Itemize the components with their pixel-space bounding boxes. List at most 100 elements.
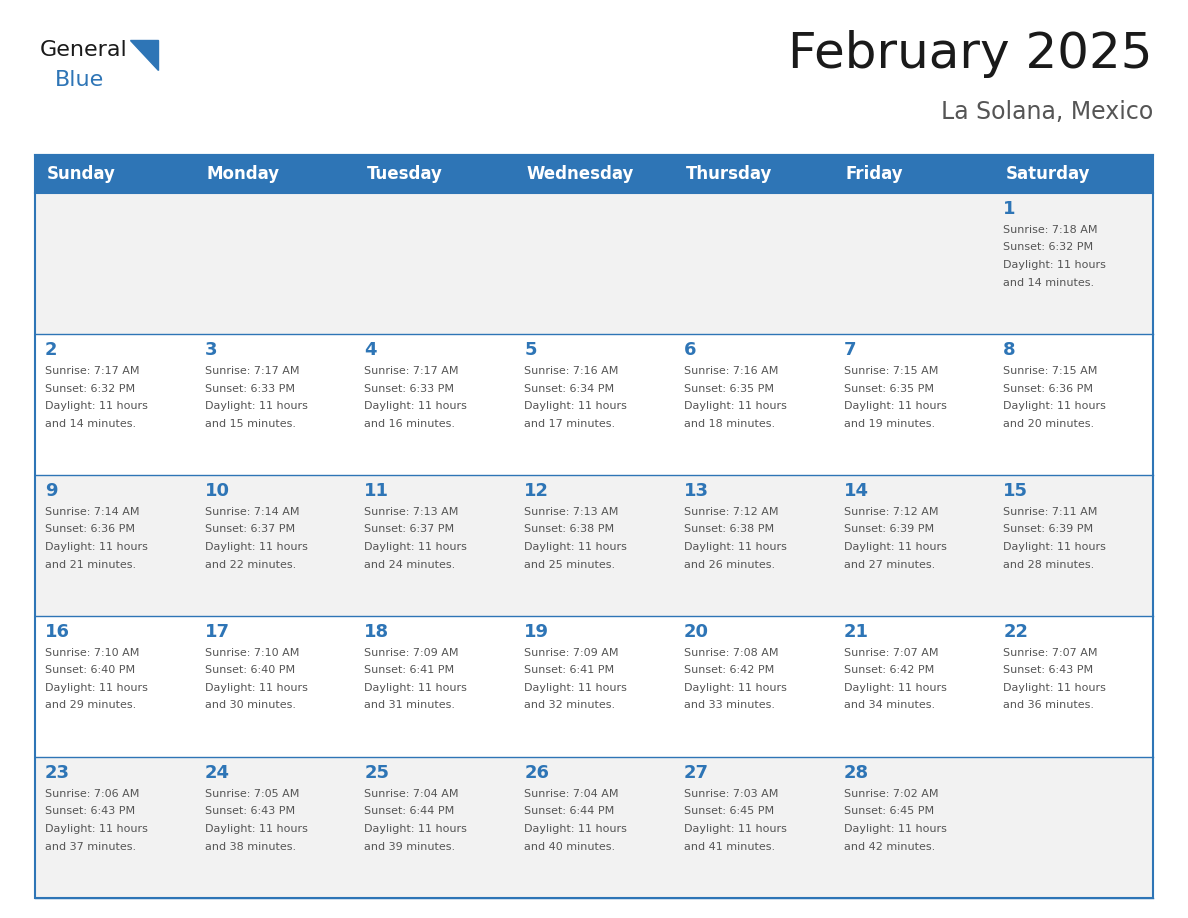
Bar	[34, 155, 1154, 193]
Text: and 29 minutes.: and 29 minutes.	[45, 700, 137, 711]
Text: Sunset: 6:43 PM: Sunset: 6:43 PM	[1004, 666, 1093, 676]
Bar	[993, 757, 1154, 898]
Text: Daylight: 11 hours: Daylight: 11 hours	[524, 401, 627, 411]
Bar	[34, 616, 195, 757]
Bar	[834, 193, 993, 334]
Text: Daylight: 11 hours: Daylight: 11 hours	[524, 824, 627, 834]
Text: 20: 20	[684, 623, 709, 641]
Text: Sunrise: 7:07 AM: Sunrise: 7:07 AM	[843, 648, 939, 658]
Text: Sunrise: 7:17 AM: Sunrise: 7:17 AM	[45, 366, 139, 376]
Text: and 41 minutes.: and 41 minutes.	[684, 842, 775, 852]
Text: Sunset: 6:36 PM: Sunset: 6:36 PM	[45, 524, 135, 534]
Bar	[514, 475, 674, 616]
Text: Daylight: 11 hours: Daylight: 11 hours	[204, 542, 308, 552]
Text: 23: 23	[45, 764, 70, 782]
Text: Sunrise: 7:12 AM: Sunrise: 7:12 AM	[843, 507, 939, 517]
Text: Sunset: 6:35 PM: Sunset: 6:35 PM	[684, 384, 773, 394]
Bar	[195, 475, 354, 616]
Text: Daylight: 11 hours: Daylight: 11 hours	[365, 401, 467, 411]
Bar	[354, 334, 514, 475]
Bar	[993, 193, 1154, 334]
Text: Sunrise: 7:09 AM: Sunrise: 7:09 AM	[365, 648, 459, 658]
Text: Daylight: 11 hours: Daylight: 11 hours	[684, 401, 786, 411]
Bar	[34, 155, 1154, 898]
Text: and 32 minutes.: and 32 minutes.	[524, 700, 615, 711]
Bar	[34, 757, 195, 898]
Text: Sunset: 6:38 PM: Sunset: 6:38 PM	[524, 524, 614, 534]
Text: Sunset: 6:35 PM: Sunset: 6:35 PM	[843, 384, 934, 394]
Bar	[674, 475, 834, 616]
Text: Sunset: 6:44 PM: Sunset: 6:44 PM	[524, 807, 614, 816]
Text: Daylight: 11 hours: Daylight: 11 hours	[684, 542, 786, 552]
Text: Sunset: 6:33 PM: Sunset: 6:33 PM	[365, 384, 455, 394]
Text: Sunset: 6:39 PM: Sunset: 6:39 PM	[843, 524, 934, 534]
Text: and 16 minutes.: and 16 minutes.	[365, 419, 455, 429]
Text: Sunrise: 7:14 AM: Sunrise: 7:14 AM	[204, 507, 299, 517]
Text: and 39 minutes.: and 39 minutes.	[365, 842, 455, 852]
Text: 22: 22	[1004, 623, 1029, 641]
Text: Sunrise: 7:13 AM: Sunrise: 7:13 AM	[524, 507, 619, 517]
Text: 18: 18	[365, 623, 390, 641]
Text: 27: 27	[684, 764, 709, 782]
Text: Sunset: 6:43 PM: Sunset: 6:43 PM	[45, 807, 135, 816]
Text: Daylight: 11 hours: Daylight: 11 hours	[45, 824, 147, 834]
Text: Sunrise: 7:15 AM: Sunrise: 7:15 AM	[843, 366, 939, 376]
Bar	[993, 616, 1154, 757]
Text: 9: 9	[45, 482, 57, 500]
Text: Friday: Friday	[846, 165, 903, 183]
Text: and 28 minutes.: and 28 minutes.	[1004, 559, 1094, 569]
Text: Daylight: 11 hours: Daylight: 11 hours	[1004, 683, 1106, 693]
Text: Wednesday: Wednesday	[526, 165, 633, 183]
Text: Sunrise: 7:13 AM: Sunrise: 7:13 AM	[365, 507, 459, 517]
Text: Sunrise: 7:02 AM: Sunrise: 7:02 AM	[843, 789, 939, 799]
Text: and 25 minutes.: and 25 minutes.	[524, 559, 615, 569]
Bar	[674, 193, 834, 334]
Text: and 14 minutes.: and 14 minutes.	[1004, 277, 1094, 287]
Text: Monday: Monday	[207, 165, 280, 183]
Text: Sunrise: 7:05 AM: Sunrise: 7:05 AM	[204, 789, 299, 799]
Text: Sunset: 6:39 PM: Sunset: 6:39 PM	[1004, 524, 1093, 534]
Bar	[514, 757, 674, 898]
Text: 4: 4	[365, 341, 377, 359]
Text: Daylight: 11 hours: Daylight: 11 hours	[843, 542, 947, 552]
Text: Daylight: 11 hours: Daylight: 11 hours	[843, 401, 947, 411]
Text: Sunset: 6:40 PM: Sunset: 6:40 PM	[204, 666, 295, 676]
Bar	[834, 757, 993, 898]
Text: Daylight: 11 hours: Daylight: 11 hours	[204, 824, 308, 834]
Text: Sunset: 6:38 PM: Sunset: 6:38 PM	[684, 524, 775, 534]
Text: 7: 7	[843, 341, 857, 359]
Text: and 21 minutes.: and 21 minutes.	[45, 559, 137, 569]
Text: Daylight: 11 hours: Daylight: 11 hours	[365, 683, 467, 693]
Text: Daylight: 11 hours: Daylight: 11 hours	[45, 683, 147, 693]
Bar	[195, 757, 354, 898]
Text: Sunset: 6:45 PM: Sunset: 6:45 PM	[684, 807, 775, 816]
Text: Sunrise: 7:12 AM: Sunrise: 7:12 AM	[684, 507, 778, 517]
Bar	[34, 193, 195, 334]
Text: and 33 minutes.: and 33 minutes.	[684, 700, 775, 711]
Text: Daylight: 11 hours: Daylight: 11 hours	[843, 683, 947, 693]
Text: and 18 minutes.: and 18 minutes.	[684, 419, 775, 429]
Bar	[674, 757, 834, 898]
Text: Daylight: 11 hours: Daylight: 11 hours	[1004, 542, 1106, 552]
Polygon shape	[129, 40, 158, 70]
Text: and 36 minutes.: and 36 minutes.	[1004, 700, 1094, 711]
Text: 24: 24	[204, 764, 229, 782]
Text: and 31 minutes.: and 31 minutes.	[365, 700, 455, 711]
Text: Sunrise: 7:14 AM: Sunrise: 7:14 AM	[45, 507, 139, 517]
Text: 12: 12	[524, 482, 549, 500]
Text: Daylight: 11 hours: Daylight: 11 hours	[524, 542, 627, 552]
Bar	[354, 193, 514, 334]
Text: and 40 minutes.: and 40 minutes.	[524, 842, 615, 852]
Text: and 24 minutes.: and 24 minutes.	[365, 559, 456, 569]
Text: 15: 15	[1004, 482, 1029, 500]
Text: Daylight: 11 hours: Daylight: 11 hours	[1004, 260, 1106, 270]
Text: Daylight: 11 hours: Daylight: 11 hours	[684, 824, 786, 834]
Text: Sunset: 6:32 PM: Sunset: 6:32 PM	[1004, 242, 1093, 252]
Text: Sunday: Sunday	[48, 165, 116, 183]
Text: Sunrise: 7:03 AM: Sunrise: 7:03 AM	[684, 789, 778, 799]
Text: Sunset: 6:41 PM: Sunset: 6:41 PM	[524, 666, 614, 676]
Text: and 17 minutes.: and 17 minutes.	[524, 419, 615, 429]
Text: Daylight: 11 hours: Daylight: 11 hours	[365, 542, 467, 552]
Text: Daylight: 11 hours: Daylight: 11 hours	[1004, 401, 1106, 411]
Text: Saturday: Saturday	[1005, 165, 1089, 183]
